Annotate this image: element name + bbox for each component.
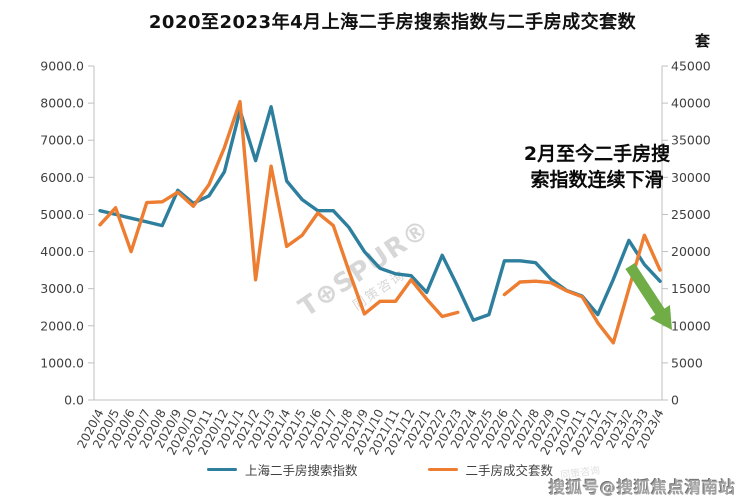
right-axis-tick-label: 0: [671, 393, 679, 408]
left-axis-tick-label: 2000.0: [40, 318, 84, 333]
series-line-right: [98, 99, 460, 319]
annotation-text: 2月至今二手房搜 索指数连续下滑: [482, 141, 712, 193]
left-axis-tick-label: 9000.0: [40, 59, 84, 74]
series-line-left: [98, 105, 662, 322]
legend-swatch-blue: [206, 467, 237, 472]
right-axis-tick-label: 35000: [671, 133, 711, 148]
right-axis-tick-label: 30000: [671, 170, 711, 185]
legend-item-search-index: 上海二手房搜索指数: [206, 460, 358, 479]
legend: 上海二手房搜索指数 二手房成交套数: [10, 460, 740, 479]
legend-item-transactions: 二手房成交套数: [427, 460, 554, 479]
left-axis-tick-label: 8000.0: [40, 96, 84, 111]
left-axis-tick-label: 0.0: [64, 393, 84, 408]
chart-title: 2020至2023年4月上海二手房搜索指数与二手房成交套数: [148, 12, 637, 33]
left-axis-tick-label: 6000.0: [40, 170, 84, 185]
down-trend-arrow: [625, 263, 672, 330]
legend-label-transactions: 二手房成交套数: [465, 463, 554, 478]
right-axis-tick-label: 25000: [671, 207, 711, 222]
left-axis-tick-label: 4000.0: [40, 244, 84, 259]
left-axis-tick-label: 1000.0: [40, 355, 84, 370]
sohu-watermark-badge: 搜狐号@搜狐焦点渭南站: [548, 478, 736, 497]
annotation-line-2: 索指数连续下滑: [530, 169, 664, 191]
left-axis-tick-label: 7000.0: [40, 133, 84, 148]
right-axis-tick-label: 45000: [671, 59, 711, 74]
legend-label-search-index: 上海二手房搜索指数: [244, 463, 358, 478]
annotation-line-1: 2月至今二手房搜: [523, 143, 671, 165]
left-axis-tick-label: 5000.0: [40, 207, 84, 222]
right-axis-tick-label: 10000: [671, 318, 711, 333]
right-axis-tick-label: 15000: [671, 281, 711, 296]
right-axis-unit-label: 套: [695, 32, 711, 50]
right-axis-tick-label: 40000: [671, 96, 711, 111]
legend-swatch-orange: [427, 467, 458, 472]
right-axis-tick-label: 20000: [671, 244, 711, 259]
left-axis-tick-label: 3000.0: [40, 281, 84, 296]
right-axis-tick-label: 5000: [671, 355, 703, 370]
